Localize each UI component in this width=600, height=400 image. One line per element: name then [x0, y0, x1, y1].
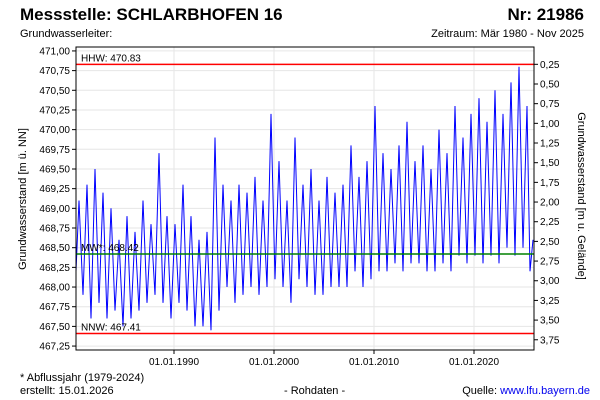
y2-tick-label: 2,50	[540, 237, 560, 248]
y-tick-label: 469,00	[39, 204, 70, 215]
reference-lines: HHW: 470.83 MW*: 468.42 NNW: 467.41	[76, 53, 534, 335]
series-layer	[75, 66, 534, 331]
y2-tick-label: 1,50	[540, 158, 560, 169]
y-tick-label: 468,25	[39, 263, 70, 274]
y2-tick-label: 3,50	[540, 316, 560, 327]
plot-frame	[75, 46, 535, 351]
y2-tick-label: 2,25	[540, 217, 560, 228]
y2-tick-label: 0,50	[540, 79, 560, 90]
y-tick-label: 469,50	[39, 164, 70, 175]
y-tick-label: 470,50	[39, 86, 70, 97]
y2-tick-label: 1,25	[540, 139, 560, 150]
y-tick-label: 470,00	[39, 125, 70, 136]
source-link[interactable]: www.lfu.bayern.de	[500, 385, 590, 397]
y-tick-label: 467,75	[39, 302, 70, 313]
y2-tick-label: 2,75	[540, 257, 560, 268]
y2-tick-label: 1,75	[540, 178, 560, 189]
y2-tick-label: 1,00	[540, 119, 560, 130]
y-axis-label-left: Grundwasserstand [m ü. NN]	[17, 128, 29, 270]
y2-tick-label: 3,00	[540, 276, 560, 287]
y-tick-label: 468,00	[39, 283, 70, 294]
y-tick-label: 469,25	[39, 184, 70, 195]
x-tick-label: 01.01.2020	[449, 357, 499, 368]
y-axis-label-right: Grundwasserstand [m u. Gelände]	[575, 112, 587, 280]
y-tick-label: 470,75	[39, 66, 70, 77]
reference-label-nnw: NNW: 467.41	[81, 322, 141, 333]
reference-label-mw: MW*: 468.42	[81, 243, 139, 254]
y-tick-label: 467,50	[39, 322, 70, 333]
x-tick-label: 01.01.2000	[249, 357, 299, 368]
y2-tick-label: 3,25	[540, 296, 560, 307]
y-tick-label: 468,50	[39, 243, 70, 254]
y-tick-label: 469,75	[39, 145, 70, 156]
station-title: Messstelle: SCHLARBHOFEN 16	[20, 5, 283, 24]
y-tick-label: 470,25	[39, 105, 70, 116]
reference-label-hhw: HHW: 470.83	[81, 53, 141, 64]
y-tick-label: 468,75	[39, 224, 70, 235]
station-number: Nr: 21986	[507, 5, 584, 24]
source-line: Quelle: www.lfu.bayern.de	[462, 385, 590, 397]
footnote-abflussjahr: * Abflussjahr (1979-2024)	[20, 372, 145, 384]
y2-tick-label: 0,25	[540, 60, 560, 71]
source-label: Quelle:	[462, 385, 501, 397]
y-axis-left: 467,25 467,50 467,75 468,00 468,25 468,50 468,…	[39, 46, 76, 353]
y2-tick-label: 3,75	[540, 335, 560, 346]
x-tick-label: 01.01.2010	[349, 357, 399, 368]
period-label: Zeitraum: Mär 1980 - Nov 2025	[431, 28, 584, 40]
y2-tick-label: 0,75	[540, 99, 560, 110]
created-date: erstellt: 15.01.2026	[20, 385, 114, 397]
y-axis-right: 3,75 3,50 3,25 3,00 2,75 2,50 2,25 2,00 1,75 1,50…	[534, 60, 560, 346]
y-tick-label: 471,00	[39, 46, 70, 57]
rawdata-label: - Rohdaten -	[284, 385, 346, 397]
x-axis: 01.01.1990 01.01.2000 01.01.2010 01.01.2020	[149, 350, 499, 368]
aquifer-label: Grundwasserleiter:	[20, 28, 113, 40]
y2-tick-label: 2,00	[540, 198, 560, 209]
y-tick-label: 467,25	[39, 342, 70, 353]
x-tick-label: 01.01.1990	[149, 357, 199, 368]
groundwater-series-line	[75, 66, 534, 331]
grid	[76, 47, 534, 350]
